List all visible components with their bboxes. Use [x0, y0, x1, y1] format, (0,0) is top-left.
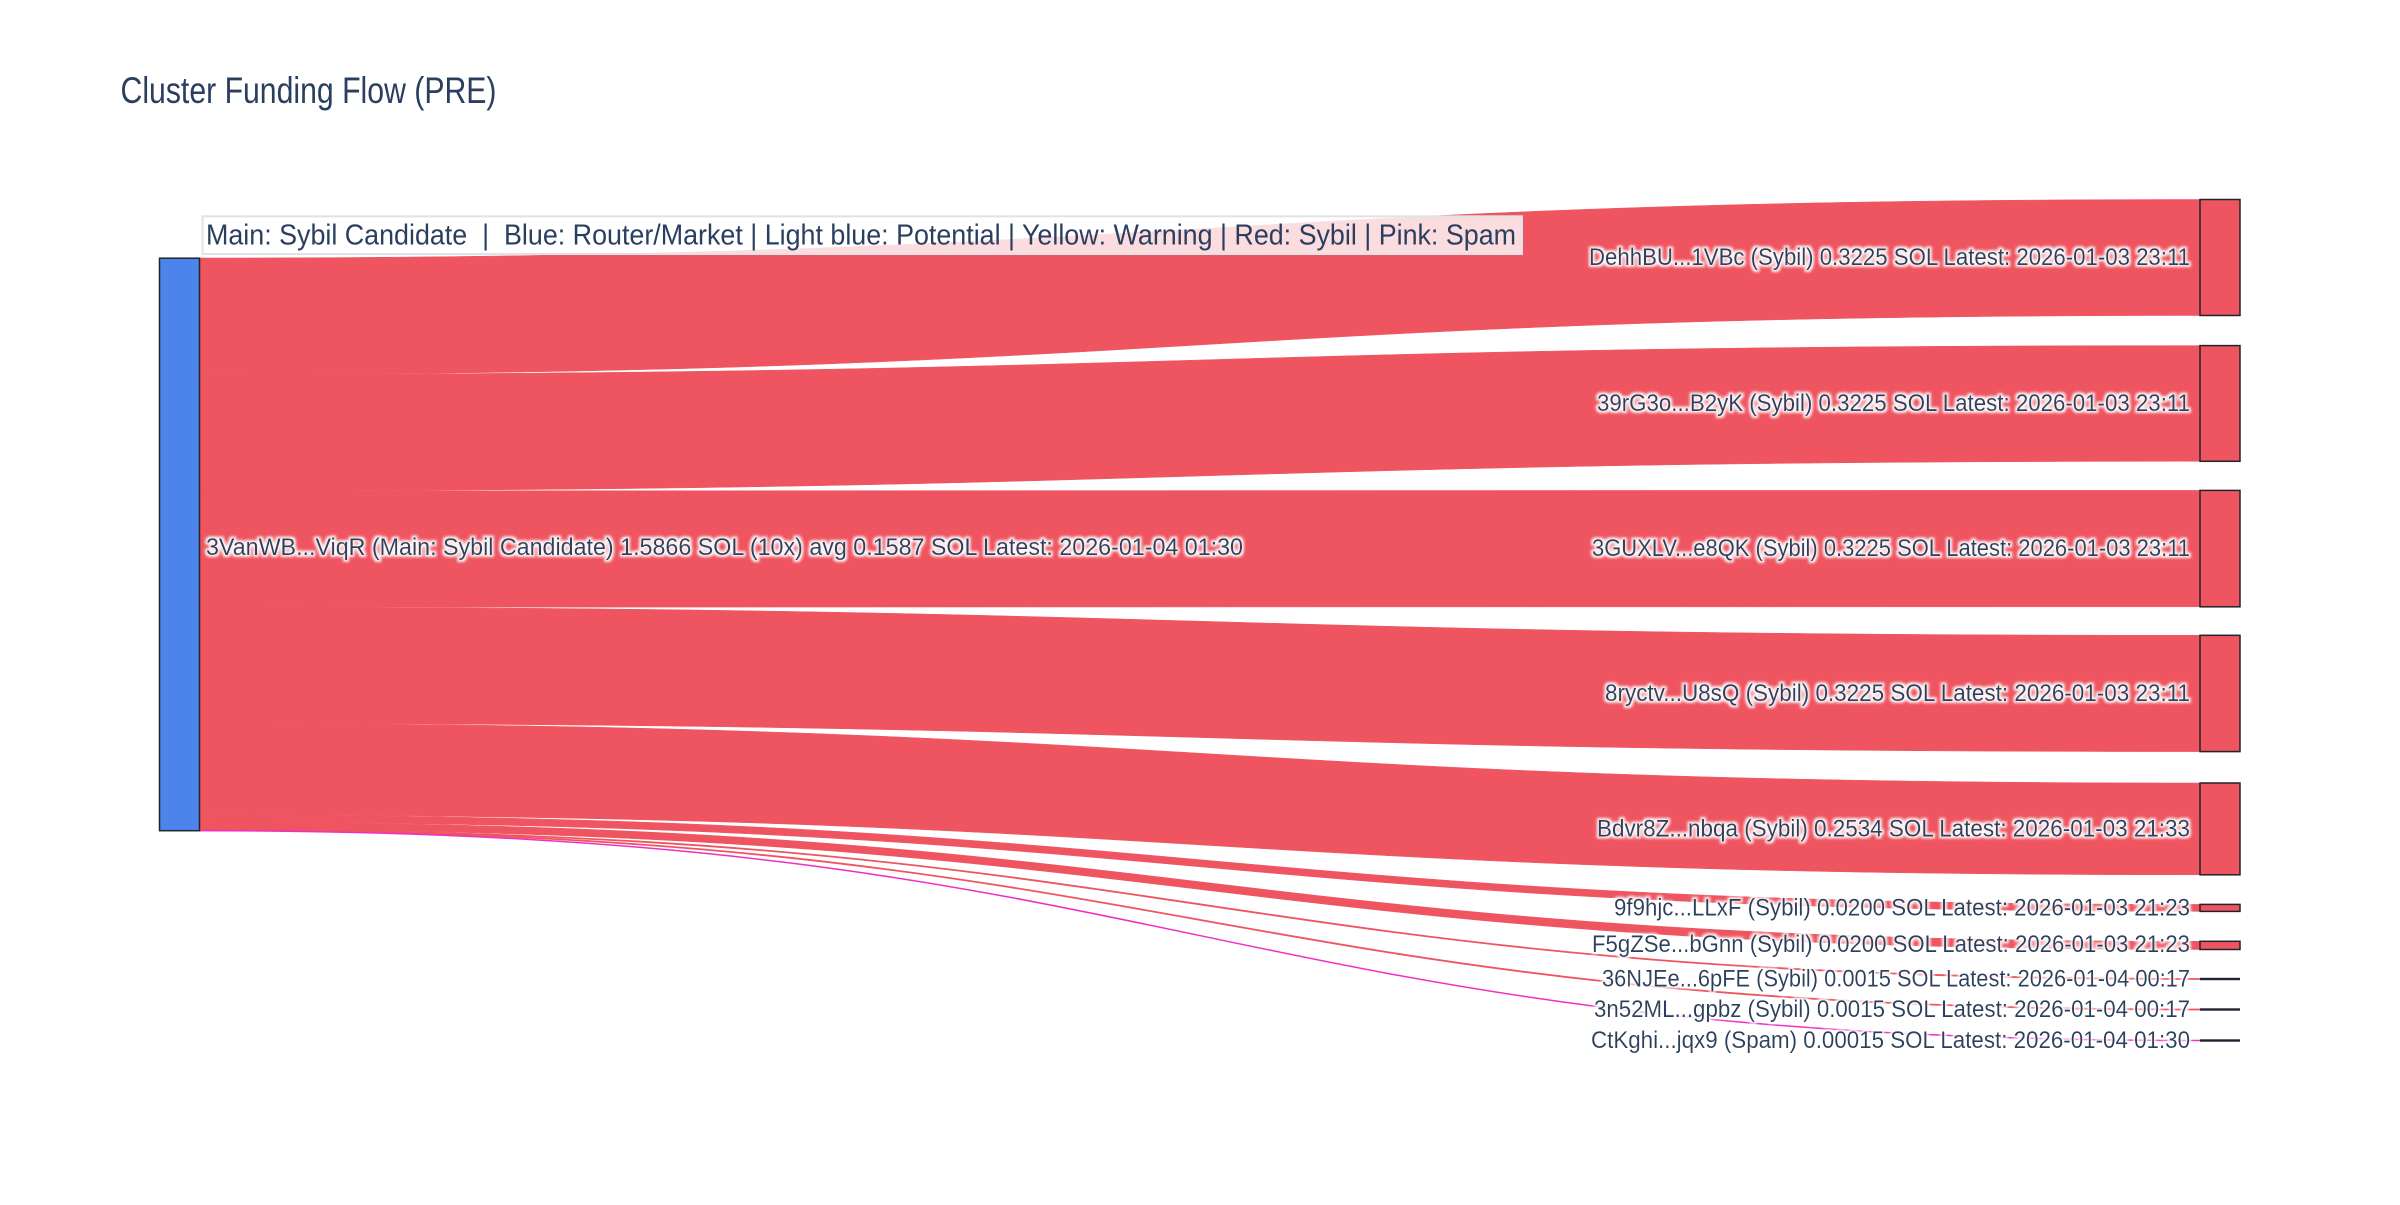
svg-text:3n52ML...gpbz (Sybil) 0.0015 S: 3n52ML...gpbz (Sybil) 0.0015 SOL Latest:…	[1594, 996, 2190, 1023]
svg-text:8ryctv...U8sQ (Sybil) 0.3225 S: 8ryctv...U8sQ (Sybil) 0.3225 SOL Latest:…	[1605, 680, 2190, 707]
svg-text:36NJEe...6pFE (Sybil) 0.0015 S: 36NJEe...6pFE (Sybil) 0.0015 SOL Latest:…	[1602, 966, 2190, 993]
svg-text:9f9hjc...LLxF (Sybil) 0.0200 S: 9f9hjc...LLxF (Sybil) 0.0200 SOL Latest:…	[1614, 894, 2190, 921]
svg-text:F5gZSe...bGnn (Sybil) 0.0200 S: F5gZSe...bGnn (Sybil) 0.0200 SOL Latest:…	[1592, 931, 2190, 958]
svg-text:Bdvr8Z...nbqa (Sybil) 0.2534 S: Bdvr8Z...nbqa (Sybil) 0.2534 SOL Latest:…	[1597, 816, 2190, 843]
svg-text:Cluster Funding Flow (PRE): Cluster Funding Flow (PRE)	[121, 70, 497, 111]
svg-text:3VanWB...ViqR (Main: Sybil Can: 3VanWB...ViqR (Main: Sybil Candidate) 1.…	[206, 534, 1243, 561]
svg-text:39rG3o...B2yK (Sybil) 0.3225 S: 39rG3o...B2yK (Sybil) 0.3225 SOL Latest:…	[1597, 390, 2190, 417]
svg-text:CtKghi...jqx9 (Spam) 0.00015 S: CtKghi...jqx9 (Spam) 0.00015 SOL Latest:…	[1591, 1027, 2190, 1054]
svg-text:Main: Sybil Candidate | Blue: Main: Sybil Candidate | Blue: Router/Mar…	[206, 220, 1516, 252]
svg-text:3GUXLV...e8QK (Sybil) 0.3225 S: 3GUXLV...e8QK (Sybil) 0.3225 SOL Latest:…	[1592, 535, 2190, 562]
svg-text:DehhBU...1VBc (Sybil) 0.3225 S: DehhBU...1VBc (Sybil) 0.3225 SOL Latest:…	[1589, 244, 2190, 271]
